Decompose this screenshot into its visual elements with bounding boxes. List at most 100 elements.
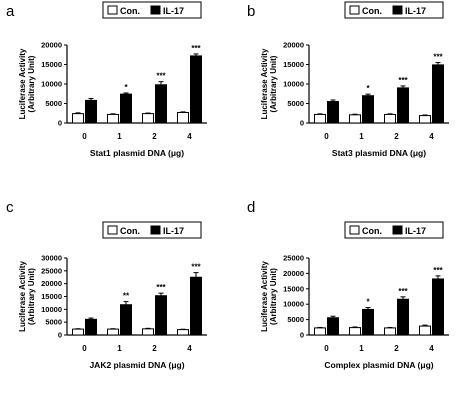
bar-il17 [190, 276, 202, 336]
legend-swatch-il17 [392, 5, 403, 15]
panel-label: d [247, 199, 255, 216]
y-tick-label: 15000 [41, 60, 62, 69]
bar-con [419, 325, 431, 336]
y-tick-label: 25000 [41, 266, 62, 275]
legend-label-il17: IL-17 [163, 6, 184, 16]
y-tick-label: 10000 [41, 80, 62, 89]
x-tick-label: 1 [359, 344, 364, 353]
bar-il17 [397, 87, 409, 124]
y-axis-label-line2: (Arbitrary Unit) [269, 268, 278, 325]
y-tick-label: 5000 [287, 99, 304, 108]
bar-il17 [155, 295, 167, 336]
y-tick-label: 25000 [283, 254, 304, 263]
x-tick-label: 1 [359, 132, 364, 141]
bar-con [142, 328, 154, 336]
significance-mark: *** [156, 72, 166, 81]
y-tick-label: 20000 [283, 41, 304, 50]
x-tick-label: 0 [82, 132, 87, 141]
bar-il17 [85, 318, 97, 336]
x-tick-label: 4 [429, 344, 434, 353]
y-tick-label: 0 [58, 331, 62, 340]
legend-label-il17: IL-17 [405, 6, 426, 16]
y-tick-label: 15000 [41, 292, 62, 301]
y-tick-label: 5000 [45, 318, 62, 327]
significance-mark: *** [156, 283, 166, 292]
significance-mark: *** [433, 266, 443, 275]
x-tick-label: 4 [429, 132, 434, 141]
y-tick-label: 5000 [45, 99, 62, 108]
legend-swatch-con [107, 225, 118, 235]
bar-il17 [327, 101, 339, 124]
y-tick-label: 20000 [283, 269, 304, 278]
legend-label-con: Con. [120, 226, 140, 236]
x-tick-label: 4 [187, 132, 192, 141]
significance-mark: *** [398, 287, 408, 296]
y-tick-label: 20000 [41, 279, 62, 288]
y-tick-label: 15000 [283, 60, 304, 69]
significance-mark: *** [191, 263, 201, 272]
bar-con [177, 329, 189, 336]
legend-label-con: Con. [120, 6, 140, 16]
legend-swatch-il17 [150, 5, 161, 15]
y-axis-label-line1: Luciferase Activity [260, 48, 269, 119]
x-axis-label: JAK2 plasmid DNA (μg) [89, 360, 184, 370]
bar-con [177, 111, 189, 124]
bar-con [142, 113, 154, 124]
y-tick-label: 20000 [41, 41, 62, 50]
y-tick-label: 0 [58, 119, 62, 128]
bar-con [107, 328, 119, 336]
x-tick-label: 1 [117, 344, 122, 353]
legend-swatch-il17 [150, 225, 161, 235]
y-tick-label: 15000 [283, 284, 304, 293]
bar-il17 [85, 99, 97, 124]
significance-mark: * [124, 83, 128, 92]
x-tick-label: 2 [152, 344, 157, 353]
significance-mark: * [366, 84, 370, 93]
significance-mark: * [366, 298, 370, 307]
bar-con [107, 113, 119, 124]
x-tick-label: 4 [187, 344, 192, 353]
y-tick-label: 10000 [283, 300, 304, 309]
y-axis-label-line2: (Arbitrary Unit) [27, 55, 36, 112]
y-axis-label-line2: (Arbitrary Unit) [27, 268, 36, 325]
x-tick-label: 2 [152, 132, 157, 141]
legend-label-con: Con. [362, 6, 382, 16]
bar-con [314, 327, 326, 336]
legend-swatch-con [349, 225, 360, 235]
panel-label: c [6, 199, 14, 216]
significance-mark: *** [433, 53, 443, 62]
bar-il17 [362, 308, 374, 336]
x-tick-label: 0 [324, 132, 329, 141]
x-tick-label: 1 [117, 132, 122, 141]
bar-il17 [327, 317, 339, 336]
bar-il17 [190, 55, 202, 124]
x-axis-label: Stat3 plasmid DNA (μg) [332, 148, 426, 158]
legend-label-con: Con. [362, 226, 382, 236]
legend-swatch-con [107, 5, 118, 15]
bar-il17 [432, 278, 444, 336]
bar-con [72, 113, 84, 124]
legend-label-il17: IL-17 [405, 226, 426, 236]
x-axis-label: Complex plasmid DNA (μg) [324, 360, 433, 370]
y-tick-label: 0 [300, 331, 304, 340]
bar-il17 [432, 64, 444, 124]
legend-swatch-il17 [392, 225, 403, 235]
x-tick-label: 0 [82, 344, 87, 353]
bar-con [349, 114, 361, 124]
x-axis-label: Stat1 plasmid DNA (μg) [90, 148, 184, 158]
bar-il17 [120, 304, 132, 336]
x-tick-label: 2 [394, 132, 399, 141]
bar-con [72, 328, 84, 336]
y-tick-label: 10000 [283, 80, 304, 89]
panel-label: a [6, 3, 15, 20]
bar-con [419, 115, 431, 124]
y-tick-label: 30000 [41, 254, 62, 263]
y-axis-label-line1: Luciferase Activity [18, 48, 27, 119]
y-tick-label: 5000 [287, 315, 304, 324]
y-tick-label: 10000 [41, 305, 62, 314]
significance-mark: ** [123, 292, 130, 301]
bar-con [349, 327, 361, 336]
legend-swatch-con [349, 5, 360, 15]
y-axis-label-line1: Luciferase Activity [18, 261, 27, 332]
